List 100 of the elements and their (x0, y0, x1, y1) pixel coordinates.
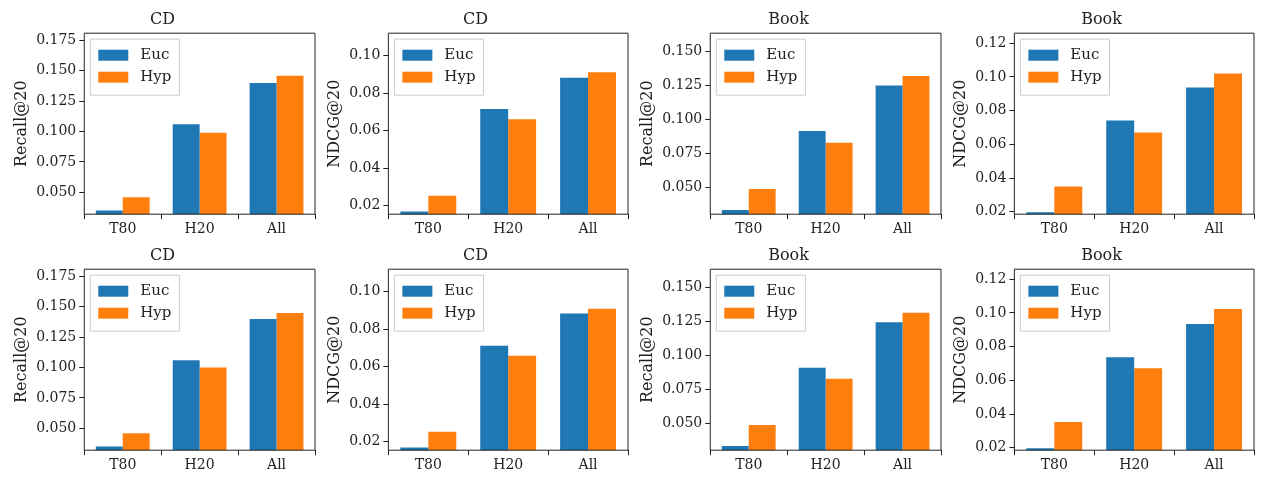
y-axis-title: Recall@20 (636, 316, 656, 403)
legend-label: Euc (140, 45, 170, 64)
legend-label: Euc (444, 45, 474, 64)
y-tick-label: 0.02 (349, 196, 381, 213)
y-tick-label: 0.06 (975, 134, 1007, 151)
legend-label: Hyp (766, 303, 798, 322)
legend-label: Euc (1070, 45, 1100, 64)
y-tick-label: 0.125 (36, 327, 77, 344)
y-tick-label: 0.100 (36, 358, 77, 375)
y-tick-label: 0.02 (975, 438, 1007, 455)
y-tick-label: 0.10 (349, 282, 381, 299)
legend-label: Hyp (1070, 303, 1102, 322)
y-tick-label: 0.02 (975, 202, 1007, 219)
y-tick-label: 0.06 (349, 357, 381, 374)
y-tick-label: 0.100 (662, 110, 703, 127)
y-tick-label: 0.125 (662, 312, 703, 329)
x-tick-label: H20 (1119, 220, 1150, 237)
y-axis-title: NDCG@20 (949, 315, 969, 404)
x-tick-label: T80 (1040, 456, 1068, 473)
y-axis-title: Recall@20 (10, 316, 30, 403)
x-tick-label: H20 (493, 456, 524, 473)
x-tick-label: H20 (184, 220, 215, 237)
legend-label: Euc (140, 281, 170, 300)
y-tick-label: 0.04 (975, 404, 1007, 421)
x-tick-label: All (266, 220, 287, 237)
x-tick-label: T80 (414, 456, 442, 473)
x-tick-label: All (1203, 220, 1225, 237)
chart-title: CD (149, 244, 176, 264)
x-tick-label: T80 (735, 456, 763, 473)
y-axis-title: Recall@20 (10, 80, 30, 167)
y-tick-label: 0.04 (975, 168, 1007, 185)
y-tick-label: 0.08 (349, 319, 381, 336)
x-tick-label: H20 (184, 456, 215, 473)
y-tick-label: 0.150 (36, 297, 77, 314)
y-tick-label: 0.06 (975, 370, 1007, 387)
x-tick-label: All (1203, 456, 1225, 473)
y-tick-label: 0.06 (349, 121, 381, 138)
y-tick-label: 0.175 (36, 31, 77, 48)
y-axis-title: NDCG@20 (949, 79, 969, 168)
y-tick-label: 0.125 (662, 76, 703, 93)
y-tick-label: 0.12 (975, 269, 1007, 286)
y-tick-label: 0.150 (662, 42, 703, 59)
y-tick-label: 0.075 (662, 380, 703, 397)
y-tick-label: 0.075 (36, 388, 77, 405)
y-tick-label: 0.100 (36, 122, 77, 139)
legend-label: Hyp (140, 67, 172, 86)
y-tick-label: 0.075 (36, 152, 77, 169)
y-tick-label: 0.100 (662, 346, 703, 363)
chart-title: Book (1081, 244, 1123, 264)
y-tick-label: 0.075 (662, 144, 703, 161)
y-tick-label: 0.150 (36, 61, 77, 78)
chart-title: Book (768, 244, 810, 264)
y-tick-label: 0.08 (349, 83, 381, 100)
x-tick-label: All (577, 220, 599, 237)
x-tick-label: T80 (735, 220, 763, 237)
x-tick-label: All (892, 456, 913, 473)
legend-label: Hyp (1070, 67, 1102, 86)
x-tick-label: T80 (109, 220, 137, 237)
legend-label: Hyp (444, 303, 476, 322)
y-tick-label: 0.08 (975, 101, 1007, 118)
y-axis-title: NDCG@20 (323, 315, 343, 404)
x-tick-label: T80 (109, 456, 137, 473)
x-tick-label: T80 (1040, 220, 1068, 237)
y-tick-label: 0.050 (662, 414, 703, 431)
y-tick-label: 0.050 (36, 418, 77, 435)
chart-title: CD (462, 244, 489, 264)
y-tick-label: 0.02 (349, 432, 381, 449)
y-tick-label: 0.150 (662, 278, 703, 295)
x-tick-label: H20 (493, 220, 524, 237)
y-tick-label: 0.10 (349, 46, 381, 63)
legend-label: Hyp (444, 67, 476, 86)
y-axis-title: Recall@20 (636, 80, 656, 167)
legend-label: Euc (1070, 281, 1100, 300)
x-tick-label: H20 (1119, 456, 1150, 473)
y-tick-label: 0.175 (36, 267, 77, 284)
y-tick-label: 0.04 (349, 158, 381, 175)
y-tick-label: 0.04 (349, 394, 381, 411)
legend-label: Euc (766, 281, 796, 300)
legend-label: Euc (444, 281, 474, 300)
y-tick-label: 0.050 (662, 178, 703, 195)
legend-label: Hyp (140, 303, 172, 322)
x-tick-label: H20 (810, 456, 841, 473)
chart-title: CD (149, 8, 176, 28)
y-tick-label: 0.125 (36, 91, 77, 108)
y-tick-label: 0.12 (975, 33, 1007, 50)
x-tick-label: All (266, 456, 287, 473)
legend-label: Hyp (766, 67, 798, 86)
chart-title: Book (768, 8, 810, 28)
y-tick-label: 0.050 (36, 182, 77, 199)
x-tick-label: All (892, 220, 913, 237)
x-tick-label: T80 (414, 220, 442, 237)
y-axis-title: NDCG@20 (323, 79, 343, 168)
legend-label: Euc (766, 45, 796, 64)
y-tick-label: 0.08 (975, 337, 1007, 354)
y-tick-label: 0.10 (975, 303, 1007, 320)
chart-title: CD (462, 8, 489, 28)
x-tick-label: All (577, 456, 599, 473)
chart-title: Book (1081, 8, 1123, 28)
y-tick-label: 0.10 (975, 67, 1007, 84)
x-tick-label: H20 (810, 220, 841, 237)
